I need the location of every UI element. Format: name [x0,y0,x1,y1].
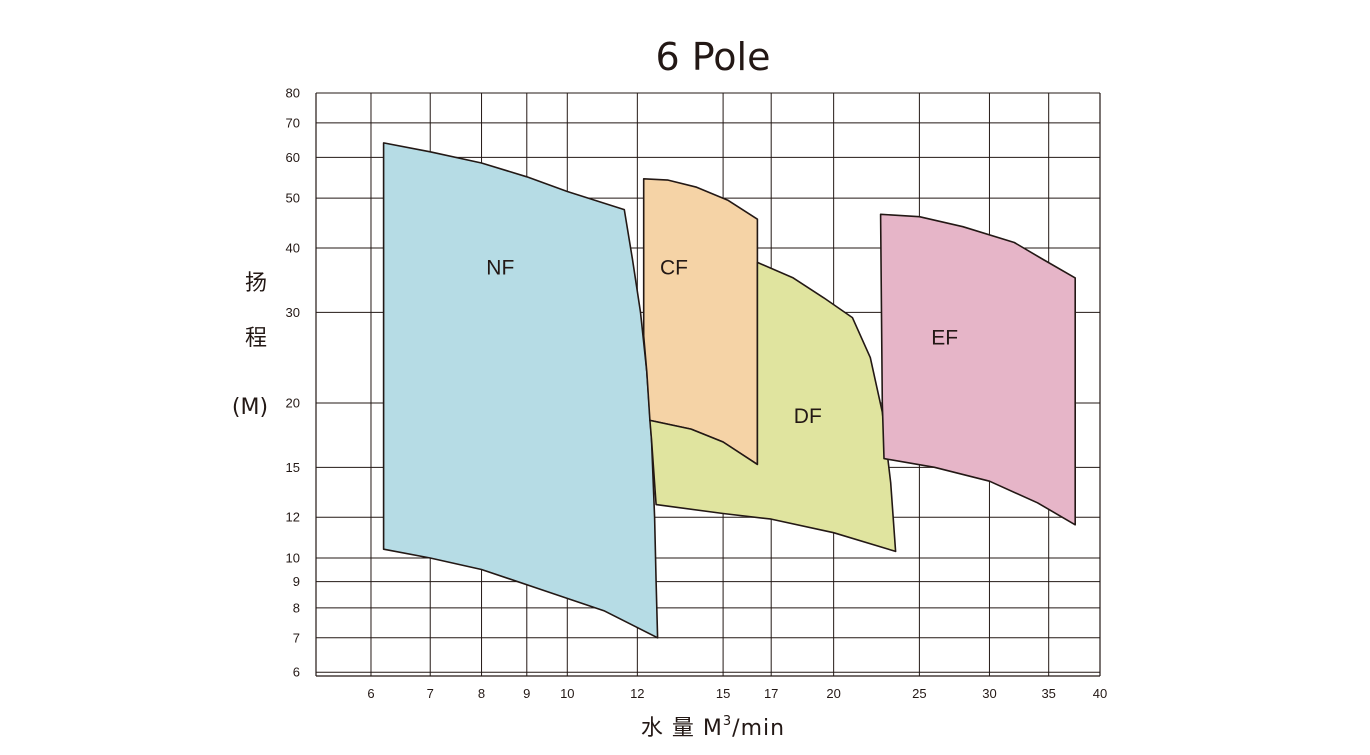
region-label-df: DF [794,405,822,428]
x-tick-label-25: 25 [912,686,926,701]
y-axis-label-part-1: 扬 [245,271,267,296]
y-tick-label-15: 15 [286,460,300,475]
y-tick-label-60: 60 [286,150,300,165]
y-tick-label-50: 50 [286,191,300,206]
x-tick-label-20: 20 [826,686,840,701]
region-label-ef: EF [931,326,958,349]
x-tick-label-17: 17 [764,686,778,701]
region-cf [642,178,759,466]
x-tick-label-40: 40 [1093,686,1107,701]
region-labels: NF CF DF EF [486,257,958,428]
region-label-nf: NF [486,257,514,280]
x-axis-label-text: 水 量 M [641,716,723,741]
y-tick-label-40: 40 [286,241,300,256]
x-axis-label: 水 量 M3/min [641,714,785,741]
x-tick-label-10: 10 [560,686,574,701]
x-axis-label-superscript: 3 [723,714,732,729]
region-ef [879,213,1076,526]
tick-labels: 6 7 8 9 10 12 15 17 20 25 30 35 40 6 7 8 9 10 12 15 20 30 40 50… [286,86,1108,702]
region-df [649,261,897,553]
y-tick-label-6: 6 [293,665,300,680]
x-tick-label-12: 12 [630,686,644,701]
x-tick-label-7: 7 [427,686,434,701]
x-tick-label-30: 30 [982,686,996,701]
y-tick-label-7: 7 [293,630,300,645]
x-tick-label-9: 9 [523,686,530,701]
x-tick-label-35: 35 [1041,686,1055,701]
y-tick-label-9: 9 [293,574,300,589]
y-tick-label-30: 30 [286,305,300,320]
x-tick-label-8: 8 [478,686,485,701]
x-axis-label-unit: /min [732,716,785,741]
region-label-cf: CF [660,257,688,280]
y-tick-label-20: 20 [286,396,300,411]
region-nf [382,142,659,639]
y-axis-label-part-3: (M) [232,395,268,420]
y-tick-label-70: 70 [286,115,300,130]
y-tick-label-8: 8 [293,600,300,615]
x-tick-label-6: 6 [367,686,374,701]
chart-title: 6 Pole [655,35,770,79]
y-axis-label: 扬程 (M) [232,271,268,420]
x-tick-label-15: 15 [716,686,730,701]
y-tick-label-80: 80 [286,86,300,101]
y-tick-label-12: 12 [286,510,300,525]
y-tick-label-10: 10 [286,551,300,566]
regions [382,142,1076,639]
axes [315,93,1101,677]
y-axis-label-part-2: 程 [245,326,267,351]
